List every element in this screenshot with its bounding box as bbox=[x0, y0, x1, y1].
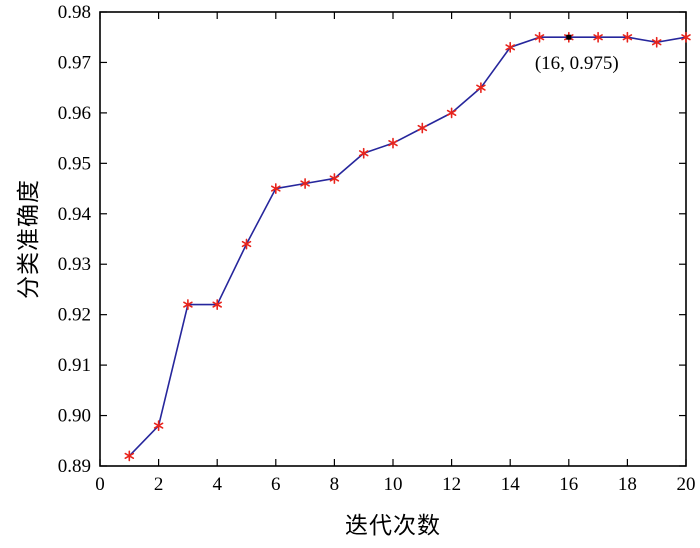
x-tick-label: 8 bbox=[330, 474, 340, 495]
y-tick-label: 0.96 bbox=[58, 103, 91, 124]
marker-arm bbox=[651, 39, 662, 46]
data-marker bbox=[124, 450, 135, 462]
y-tick-label: 0.90 bbox=[58, 406, 91, 427]
marker-arm bbox=[476, 84, 486, 91]
data-marker bbox=[622, 31, 633, 43]
data-marker bbox=[593, 31, 603, 43]
marker-arm bbox=[622, 34, 633, 41]
data-marker bbox=[329, 173, 340, 184]
marker-arm bbox=[388, 140, 398, 147]
x-tick-label: 10 bbox=[384, 474, 403, 495]
data-marker bbox=[271, 183, 281, 194]
marker-arm bbox=[153, 422, 164, 429]
data-marker bbox=[681, 31, 691, 43]
x-tick-label: 12 bbox=[442, 474, 461, 495]
data-marker bbox=[651, 36, 662, 48]
marker-arm bbox=[212, 301, 222, 308]
data-marker bbox=[505, 41, 515, 53]
data-marker bbox=[388, 137, 398, 149]
x-tick-label: 0 bbox=[95, 474, 105, 495]
y-tick-label: 0.94 bbox=[58, 204, 92, 225]
marker-arm bbox=[681, 34, 691, 41]
data-marker bbox=[300, 178, 310, 189]
marker-arm bbox=[271, 185, 281, 192]
x-tick-label: 18 bbox=[618, 474, 637, 495]
marker-arm bbox=[593, 34, 603, 41]
x-tick-label: 16 bbox=[559, 474, 578, 495]
data-marker bbox=[417, 122, 428, 134]
x-tick-label: 20 bbox=[677, 474, 696, 495]
x-tick-label: 14 bbox=[501, 474, 521, 495]
y-tick-label: 0.92 bbox=[58, 305, 91, 326]
data-marker bbox=[241, 238, 252, 250]
marker-arm bbox=[124, 452, 135, 460]
marker-arm bbox=[183, 301, 193, 308]
data-marker bbox=[358, 147, 369, 159]
data-marker bbox=[446, 107, 457, 119]
y-tick-label: 0.89 bbox=[58, 456, 91, 477]
marker-arm bbox=[300, 180, 310, 187]
annotation-label: (16, 0.975) bbox=[535, 53, 619, 74]
marker-arm bbox=[358, 150, 369, 157]
data-marker bbox=[476, 82, 486, 94]
x-tick-label: 4 bbox=[212, 474, 222, 495]
x-tick-label: 6 bbox=[271, 474, 281, 495]
marker-arm bbox=[329, 175, 340, 182]
annotation-marker bbox=[566, 34, 572, 40]
x-tick-label: 2 bbox=[154, 474, 164, 495]
y-tick-label: 0.91 bbox=[58, 355, 91, 376]
x-axis-label: 迭代次数 bbox=[345, 513, 441, 538]
y-tick-label: 0.93 bbox=[58, 254, 91, 275]
marker-arm bbox=[505, 44, 515, 51]
marker-arm bbox=[241, 240, 252, 248]
y-tick-label: 0.95 bbox=[58, 153, 91, 174]
marker-arm bbox=[417, 124, 428, 132]
data-line bbox=[128, 36, 687, 457]
marker-arm bbox=[446, 109, 457, 116]
plot-border bbox=[99, 11, 687, 467]
data-marker bbox=[183, 299, 193, 310]
y-tick-label: 0.97 bbox=[58, 52, 91, 73]
y-axis-label: 分类准确度 bbox=[16, 179, 41, 299]
data-marker bbox=[534, 31, 545, 43]
data-marker bbox=[153, 420, 164, 432]
y-tick-label: 0.98 bbox=[58, 2, 91, 23]
data-marker bbox=[212, 299, 222, 310]
marker-arm bbox=[534, 34, 545, 41]
